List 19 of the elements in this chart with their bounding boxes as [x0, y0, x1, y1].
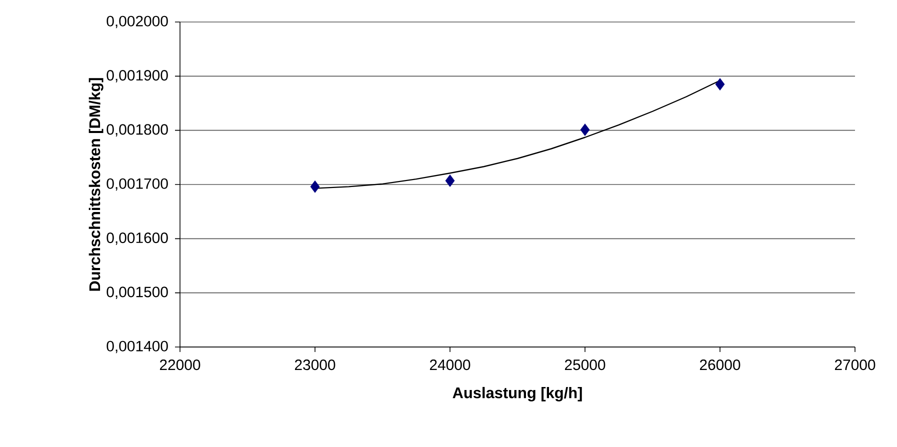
point: [580, 124, 590, 136]
x-tick-label: 25000: [564, 360, 606, 370]
x-tick-label: 22000: [160, 360, 200, 370]
x-tick-label: 23000: [294, 360, 336, 370]
point: [715, 78, 725, 90]
point: [310, 180, 320, 193]
x-tick-label: 26000: [700, 360, 740, 370]
y-tick-label: 0,002000: [106, 16, 168, 28]
x-tick-label: 24000: [430, 360, 470, 370]
y-axis-title: Durchschnittskosten [DM/kg]: [88, 78, 104, 291]
y-tick-label: 0,001700: [106, 178, 168, 191]
y-tick-label: 0,001800: [106, 124, 168, 136]
x-axis-title: Auslastung [kg/h]: [452, 386, 582, 402]
y-tick-label: 0,001400: [106, 340, 168, 354]
y-tick-label: 0,001900: [106, 70, 168, 82]
y-tick-label: 0,001500: [106, 286, 168, 299]
y-tick-label: 0,001600: [106, 232, 168, 245]
x-tick-label: 27000: [834, 360, 876, 370]
point: [445, 174, 455, 187]
